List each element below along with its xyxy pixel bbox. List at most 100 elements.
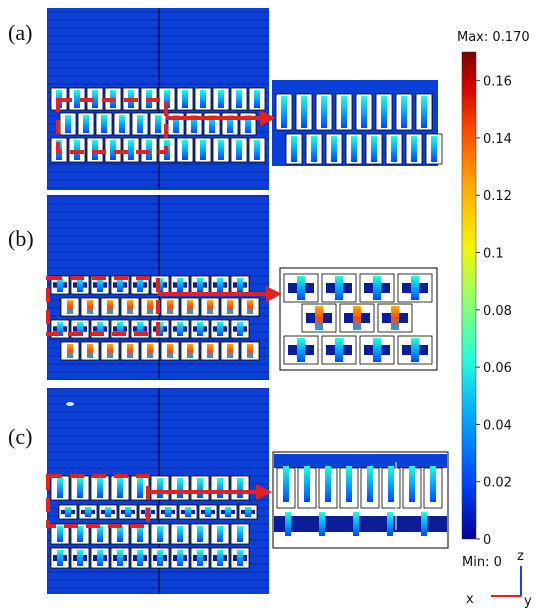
field-glyph — [367, 466, 373, 502]
field-glyph — [97, 278, 103, 292]
field-glyph — [157, 478, 163, 498]
field-glyph — [237, 278, 243, 292]
field-glyph — [281, 96, 287, 128]
field-glyph — [137, 278, 143, 292]
field-glyph — [101, 115, 107, 133]
field-glyph — [167, 300, 173, 314]
field-glyph — [147, 344, 153, 358]
field-glyph — [321, 96, 327, 128]
field-glyph — [92, 90, 98, 108]
field-glyph — [227, 300, 233, 314]
field-glyph — [185, 507, 191, 517]
field-glyph — [401, 96, 407, 128]
field-glyph — [335, 338, 343, 362]
field-glyph — [430, 466, 436, 502]
field-glyph — [177, 322, 183, 336]
field-glyph — [200, 90, 206, 108]
field-glyph — [205, 507, 211, 517]
field-glyph — [218, 90, 224, 108]
field-glyph — [164, 90, 170, 108]
zoom-arrow-b — [158, 286, 282, 302]
field-glyph — [187, 300, 193, 314]
field-glyph — [381, 96, 387, 128]
field-glyph — [217, 550, 223, 566]
colorbar-max-label: Max: 0.170 — [457, 30, 530, 45]
colorbar-tick-label: 0.08 — [483, 304, 512, 319]
field-glyph — [285, 512, 291, 536]
field-glyph — [147, 300, 153, 314]
field-glyph — [177, 478, 183, 498]
field-glyph — [187, 344, 193, 358]
field-glyph — [74, 90, 80, 108]
field-glyph — [387, 512, 393, 536]
field-glyph — [353, 306, 361, 330]
field-glyph — [388, 466, 394, 502]
colorbar-tick-label: 0.1 — [483, 247, 504, 262]
field-glyph — [209, 115, 215, 133]
selection-box-c — [46, 474, 150, 528]
field-glyph — [217, 278, 223, 292]
field-glyph — [431, 136, 437, 162]
field-glyph — [315, 306, 323, 330]
field-glyph — [217, 322, 223, 336]
field-glyph — [391, 136, 397, 162]
colorbar-tick-label: 0.16 — [483, 75, 512, 90]
field-glyph — [177, 278, 183, 292]
zoom-arrow-a — [166, 110, 276, 126]
field-glyph — [411, 338, 419, 362]
field-glyph — [197, 278, 203, 292]
field-glyph — [197, 550, 203, 566]
field-glyph — [311, 136, 317, 162]
field-glyph — [117, 526, 123, 542]
axis-y-label: y — [524, 594, 532, 608]
zoom-field-band — [274, 454, 447, 468]
field-glyph — [105, 507, 111, 517]
field-glyph — [353, 512, 359, 536]
field-glyph — [117, 278, 123, 292]
field-glyph — [77, 278, 83, 292]
field-glyph — [301, 96, 307, 128]
field-glyph — [117, 322, 123, 336]
field-glyph — [254, 90, 260, 108]
field-glyph — [155, 115, 161, 133]
field-glyph — [97, 478, 103, 498]
field-glyph — [85, 507, 91, 517]
field-glyph — [167, 344, 173, 358]
selection-box-b — [46, 276, 160, 336]
field-glyph — [107, 300, 113, 314]
colorbar-tick-label: 0 — [483, 533, 491, 548]
field-glyph — [283, 466, 289, 502]
field-glyph — [245, 507, 251, 517]
field-glyph — [304, 466, 310, 502]
field-glyph — [254, 140, 260, 160]
field-glyph — [137, 115, 143, 133]
field-glyph — [57, 550, 63, 566]
field-glyph — [57, 278, 63, 292]
field-glyph — [77, 322, 83, 336]
field-glyph — [110, 140, 116, 160]
field-glyph — [207, 300, 213, 314]
field-glyph — [373, 338, 381, 362]
field-glyph — [97, 550, 103, 566]
field-glyph — [87, 344, 93, 358]
colorbar-tick-label: 0.14 — [483, 132, 512, 147]
field-glyph — [97, 526, 103, 542]
field-glyph — [182, 90, 188, 108]
field-glyph — [117, 478, 123, 498]
field-glyph — [137, 526, 143, 542]
field-glyph — [165, 507, 171, 517]
selection-box-a — [56, 98, 168, 154]
field-glyph — [67, 300, 73, 314]
zoom-core-band — [274, 516, 447, 532]
field-glyph — [125, 507, 131, 517]
field-glyph — [236, 140, 242, 160]
field-glyph — [335, 276, 343, 300]
colorbar-tick-label: 0.04 — [483, 418, 512, 433]
panel-c-main — [47, 388, 269, 594]
colorbar-tick-label: 0.12 — [483, 189, 512, 204]
field-glyph — [245, 115, 251, 133]
panel-b-zoom — [279, 267, 438, 371]
field-glyph — [237, 322, 243, 336]
field-glyph — [57, 322, 63, 336]
